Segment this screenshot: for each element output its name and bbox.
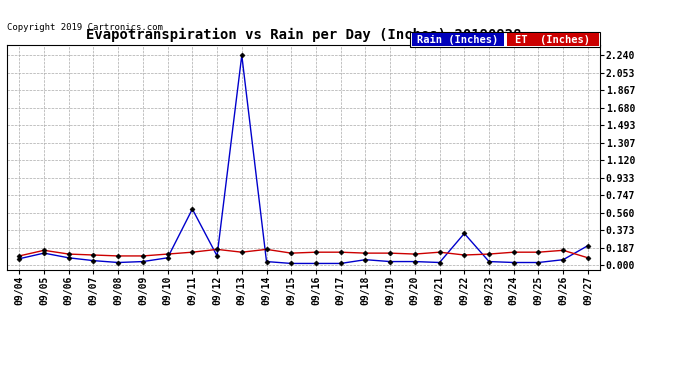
Text: Rain (Inches): Rain (Inches) [417, 34, 498, 45]
FancyBboxPatch shape [506, 33, 598, 46]
Text: Copyright 2019 Cartronics.com: Copyright 2019 Cartronics.com [7, 22, 163, 32]
Text: ET  (Inches): ET (Inches) [515, 34, 590, 45]
FancyBboxPatch shape [411, 32, 600, 47]
FancyBboxPatch shape [412, 33, 504, 46]
Title: Evapotranspiration vs Rain per Day (Inches) 20190928: Evapotranspiration vs Rain per Day (Inch… [86, 28, 522, 42]
